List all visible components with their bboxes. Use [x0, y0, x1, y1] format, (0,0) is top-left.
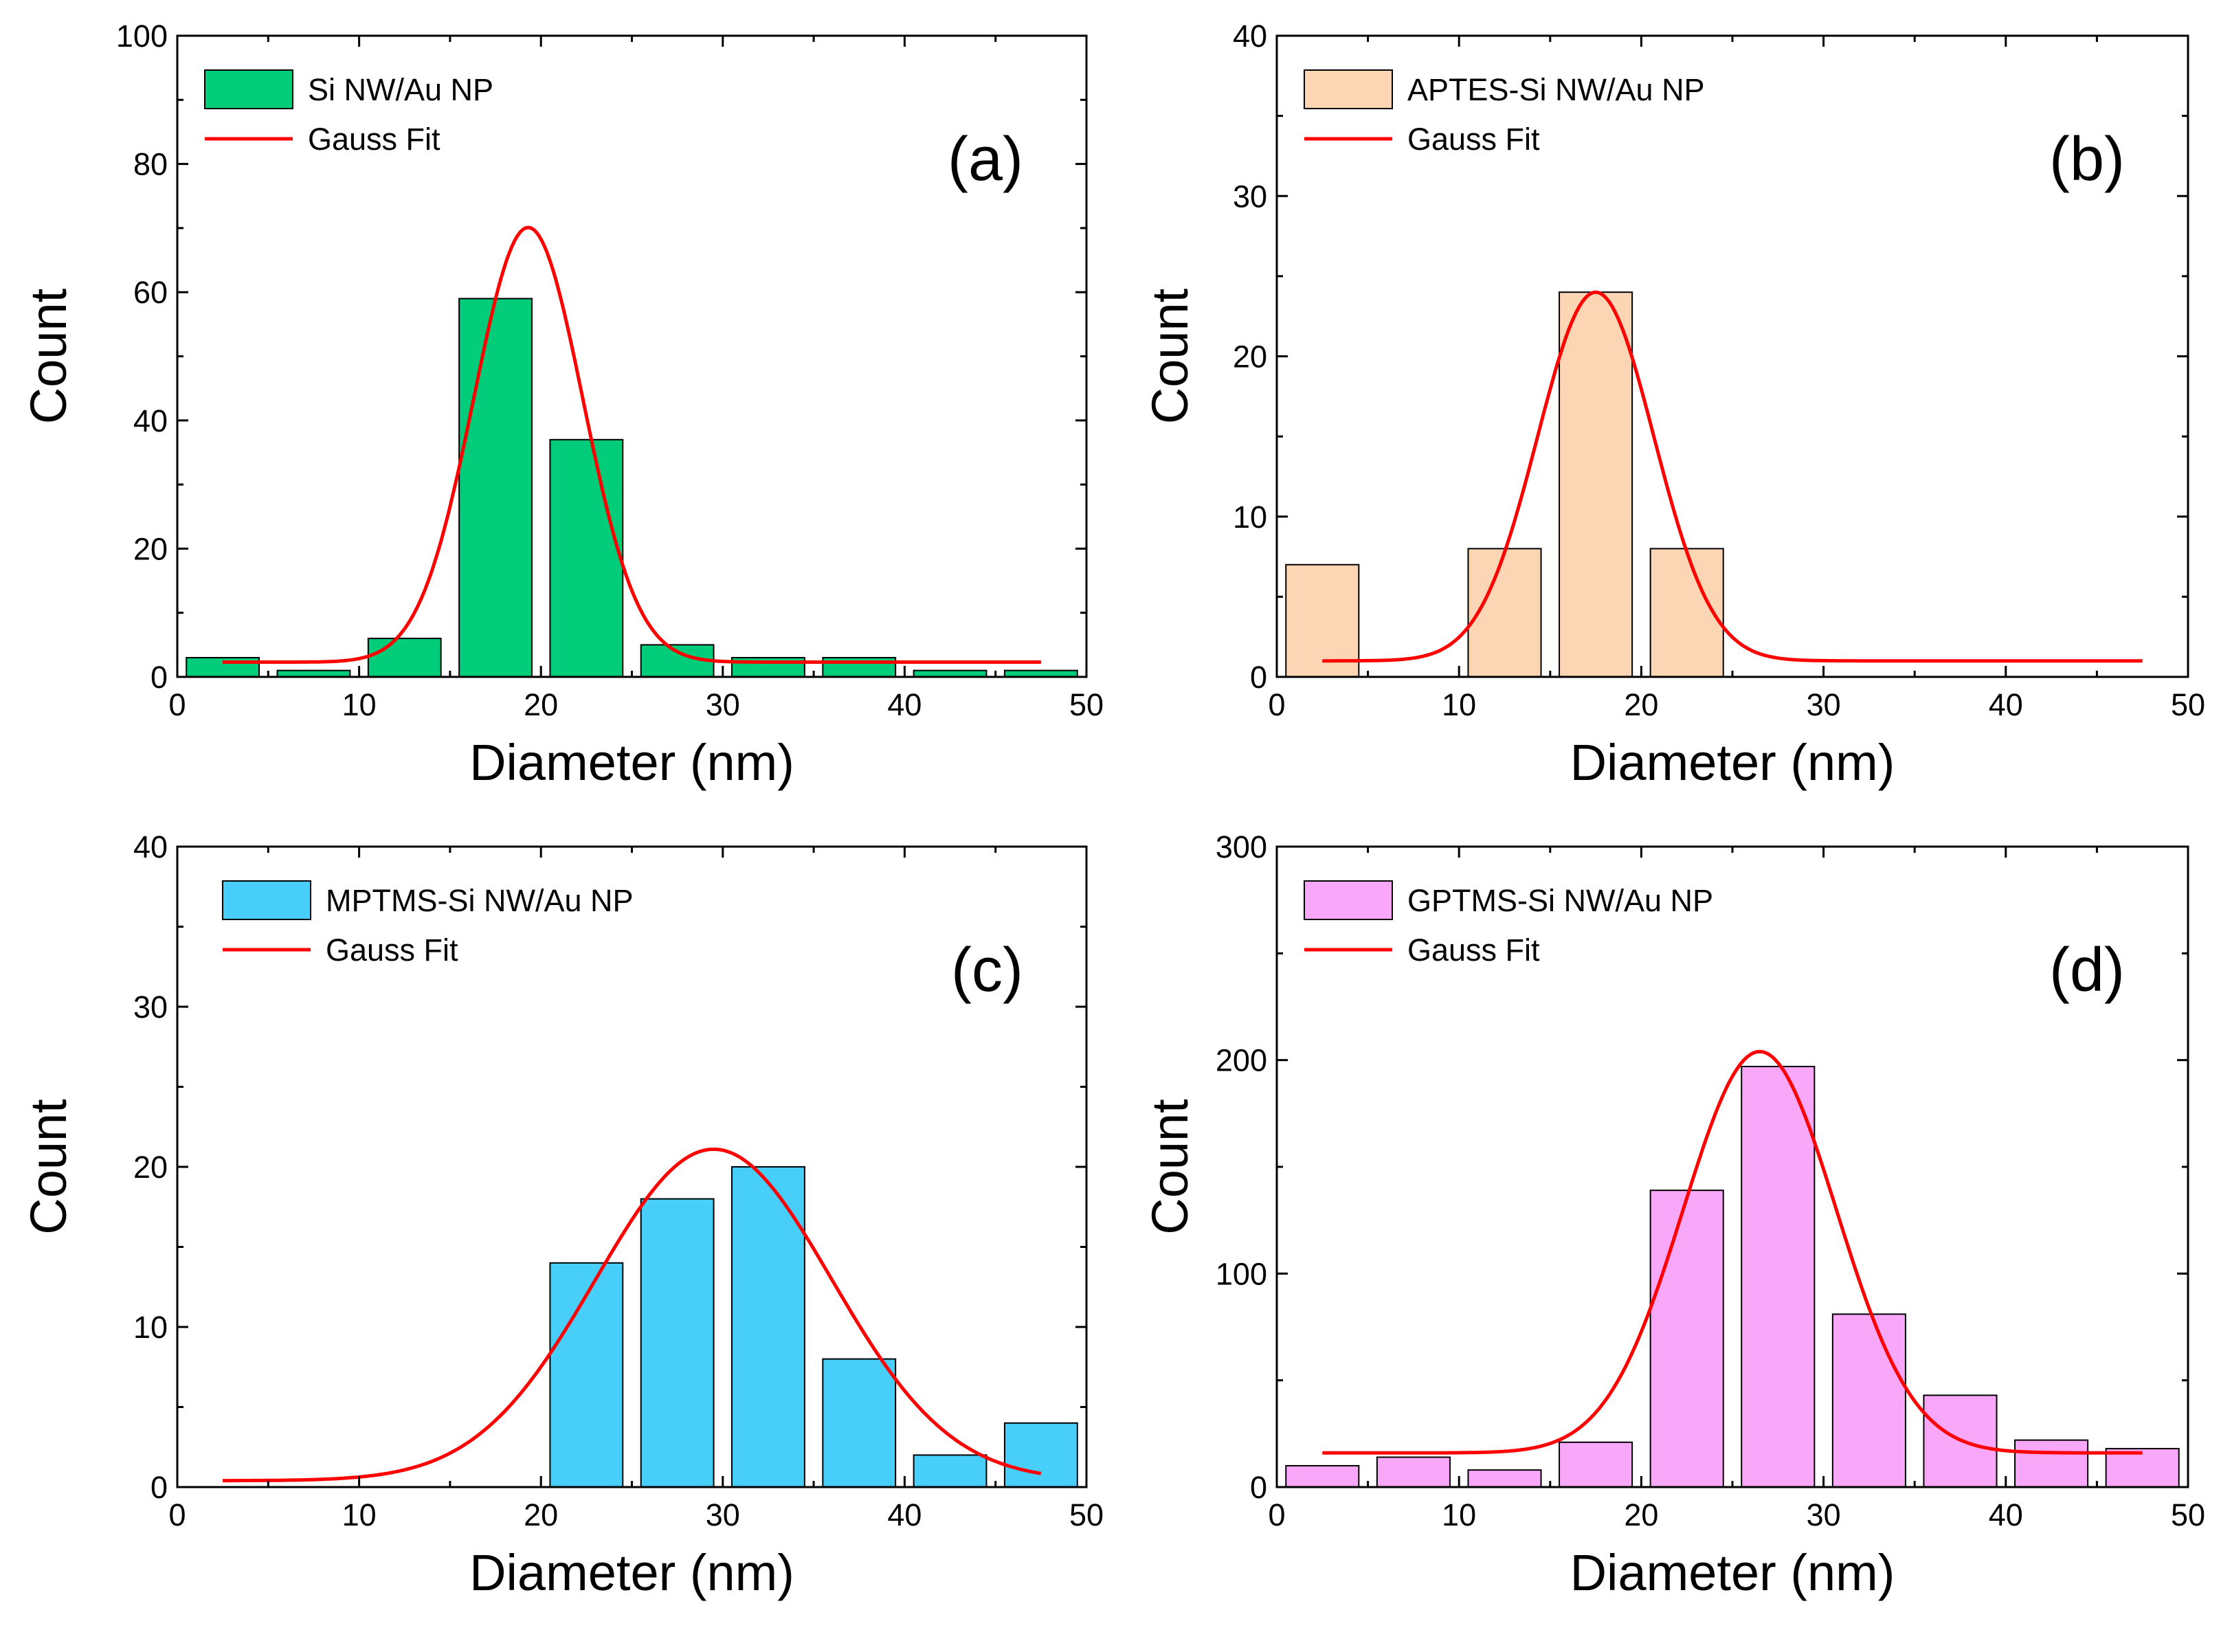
plot-frame — [176, 845, 1088, 1488]
x-tick-label: 20 — [524, 1497, 558, 1532]
y-axis-label: Count — [20, 1099, 77, 1235]
y-tick-label: 20 — [133, 531, 168, 566]
histogram-bar — [1831, 1313, 1906, 1488]
y-axis-label: Count — [1141, 1099, 1198, 1235]
histogram-bar — [2014, 1439, 2089, 1488]
histogram-bar — [1741, 1065, 1816, 1488]
histogram-bar — [1559, 1441, 1633, 1488]
x-tick-label: 20 — [1624, 687, 1658, 722]
x-tick-label: 10 — [342, 687, 377, 722]
y-tick-label: 0 — [1250, 1470, 1267, 1505]
histogram-bar — [1285, 563, 1360, 678]
x-tick-label: 50 — [2171, 1497, 2205, 1532]
panel-b: 0 10 20 30 40 50 0 10 20 30 40 Diameter (nm) Count AP… — [1141, 19, 2205, 791]
legend-label: Gauss Fit — [1407, 933, 1540, 968]
histogram-bar — [367, 638, 442, 678]
histogram-bar — [822, 1358, 897, 1488]
x-tick-label: 30 — [1807, 687, 1841, 722]
x-tick-label: 30 — [706, 687, 740, 722]
panel-label: (b) — [2049, 125, 2125, 194]
panel-c: 0 10 20 30 40 50 0 10 20 30 40 Diameter (nm) Count MP… — [20, 829, 1104, 1601]
y-tick-label: 30 — [1233, 179, 1267, 214]
y-tick-label: 60 — [133, 275, 168, 310]
y-tick-label: 40 — [133, 403, 168, 438]
x-tick-label: 0 — [1268, 1497, 1285, 1532]
legend-swatch — [204, 69, 293, 109]
panel-label: (a) — [948, 125, 1023, 194]
legend-label: MPTMS-Si NW/Au NP — [326, 883, 634, 918]
histogram-bar — [1003, 1422, 1078, 1488]
y-tick-label: 30 — [133, 990, 168, 1025]
legend-label: Gauss Fit — [1407, 122, 1540, 157]
legend-swatch — [222, 880, 311, 920]
x-axis-label: Diameter (nm) — [469, 734, 794, 791]
x-tick-label: 0 — [168, 1497, 186, 1532]
y-axis-label: Count — [1141, 288, 1198, 424]
y-tick-label: 20 — [1233, 339, 1267, 375]
x-tick-label: 10 — [1442, 1497, 1476, 1532]
panel-d: 0 10 20 30 40 50 0 100 200 300 Diameter (nm) Count G… — [1141, 829, 2205, 1601]
gauss-fit-line — [1322, 290, 2143, 663]
y-tick-label: 100 — [1216, 1256, 1267, 1291]
legend-label: GPTMS-Si NW/Au NP — [1407, 883, 1713, 918]
x-tick-label: 40 — [887, 1497, 922, 1532]
histogram-bar — [1376, 1456, 1451, 1488]
gauss-fit-line — [223, 225, 1041, 664]
histogram-bar — [458, 298, 533, 678]
legend-swatch — [1304, 69, 1393, 109]
y-tick-label: 40 — [133, 829, 168, 864]
histogram-bar — [1285, 1464, 1360, 1488]
gauss-fit-line — [223, 1147, 1042, 1483]
x-tick-label: 0 — [1268, 687, 1285, 722]
panel-label: (d) — [2049, 936, 2125, 1005]
panel-label: (c) — [951, 936, 1023, 1005]
histogram-bar — [640, 1198, 715, 1488]
legend-label: APTES-Si NW/Au NP — [1407, 72, 1705, 107]
gauss-fit-line — [1322, 1049, 2143, 1455]
y-tick-label: 10 — [1233, 500, 1267, 535]
x-tick-label: 10 — [1442, 687, 1476, 722]
y-tick-label: 100 — [116, 19, 168, 54]
y-tick-label: 300 — [1216, 829, 1267, 864]
x-axis-label: Diameter (nm) — [469, 1544, 794, 1601]
legend-label: Gauss Fit — [308, 122, 440, 157]
x-tick-label: 30 — [706, 1497, 740, 1532]
y-tick-label: 40 — [1233, 19, 1267, 54]
x-tick-label: 40 — [887, 687, 922, 722]
x-tick-label: 50 — [2171, 687, 2205, 722]
histogram-bar — [549, 1262, 624, 1488]
x-tick-label: 50 — [1069, 1497, 1104, 1532]
y-tick-label: 20 — [133, 1150, 168, 1185]
x-axis-label: Diameter (nm) — [1570, 734, 1895, 791]
x-tick-label: 20 — [524, 687, 558, 722]
legend-label: Si NW/Au NP — [308, 72, 493, 107]
x-tick-label: 0 — [168, 687, 186, 722]
legend-label: Gauss Fit — [326, 933, 458, 968]
x-tick-label: 40 — [1989, 1497, 2023, 1532]
legend-swatch — [1304, 880, 1393, 920]
y-tick-label: 0 — [1250, 660, 1267, 695]
panel-a: 0 10 20 30 40 50 0 20 40 60 80 100 Diameter (nm) Coun… — [20, 19, 1104, 791]
y-tick-label: 200 — [1216, 1043, 1267, 1078]
histogram-bar — [913, 1454, 987, 1488]
x-tick-label: 20 — [1624, 1497, 1658, 1532]
y-axis-label: Count — [20, 288, 77, 424]
y-tick-label: 80 — [133, 147, 168, 182]
x-axis-label: Diameter (nm) — [1570, 1544, 1895, 1601]
histogram-bar — [1467, 1469, 1542, 1488]
histogram-bar — [549, 438, 624, 678]
x-tick-label: 50 — [1069, 687, 1104, 722]
y-tick-label: 10 — [133, 1310, 168, 1345]
histogram-bar — [1649, 548, 1724, 678]
histogram-bar — [1649, 1190, 1724, 1488]
x-tick-label: 10 — [342, 1497, 377, 1532]
histogram-bar — [1559, 291, 1633, 678]
x-tick-label: 30 — [1807, 1497, 1841, 1532]
y-tick-label: 0 — [150, 660, 168, 695]
x-tick-label: 40 — [1989, 687, 2023, 722]
y-tick-label: 0 — [150, 1470, 168, 1505]
